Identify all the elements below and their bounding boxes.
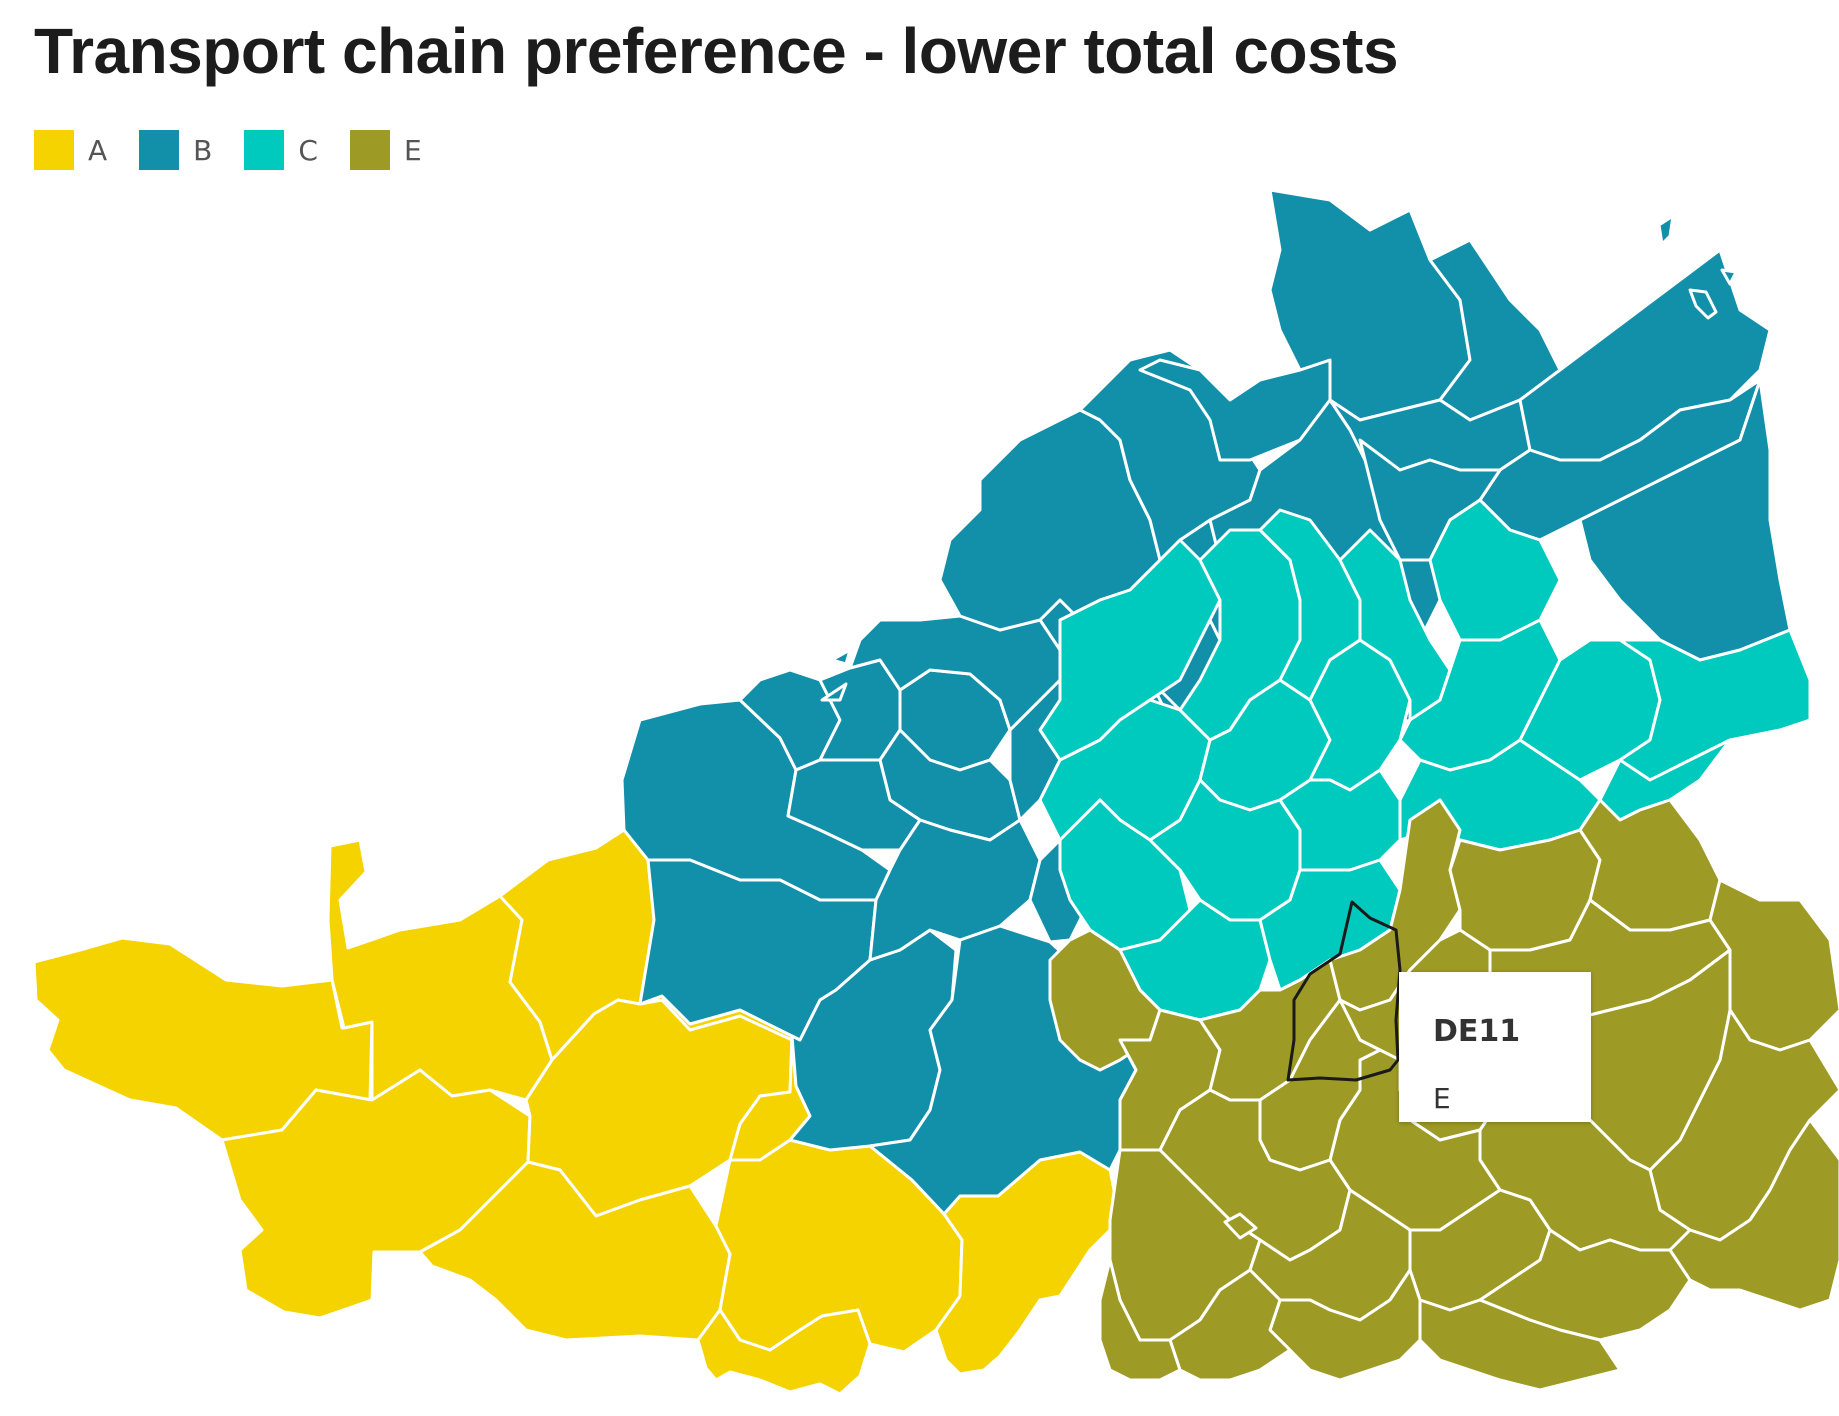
highlighted-region-outline bbox=[1286, 900, 1402, 1082]
legend-swatch-c bbox=[244, 130, 285, 170]
legend-item-b[interactable]: B bbox=[139, 130, 212, 170]
map-region[interactable] bbox=[1168, 1268, 1292, 1382]
map-region[interactable] bbox=[868, 818, 1042, 962]
map-region[interactable] bbox=[1688, 288, 1718, 320]
legend-swatch-e bbox=[349, 130, 390, 170]
legend-label-e: E bbox=[403, 133, 422, 167]
legend-label-c: C bbox=[298, 133, 318, 167]
chart-title: Transport chain preference - lower total… bbox=[34, 15, 1399, 87]
tooltip-region-value: E bbox=[1433, 1082, 1451, 1115]
map-region[interactable] bbox=[1720, 268, 1738, 286]
map-region[interactable] bbox=[820, 682, 848, 702]
map-region[interactable] bbox=[1038, 538, 1222, 762]
map-region[interactable] bbox=[830, 648, 852, 666]
tooltip-region-name: DE11 bbox=[1433, 1014, 1521, 1049]
map-region[interactable] bbox=[1098, 1258, 1182, 1382]
legend-swatch-b bbox=[139, 130, 180, 170]
legend: A B C E bbox=[34, 130, 454, 170]
regions-category-a bbox=[32, 828, 1122, 1396]
map-region[interactable] bbox=[1578, 378, 1792, 662]
map-region[interactable] bbox=[848, 614, 1062, 732]
map-region[interactable] bbox=[696, 1308, 872, 1396]
map-region[interactable] bbox=[1618, 628, 1812, 782]
legend-swatch-a bbox=[34, 130, 74, 170]
legend-item-c[interactable]: C bbox=[244, 130, 318, 170]
map-region[interactable] bbox=[1418, 1298, 1622, 1392]
map-region[interactable] bbox=[1428, 498, 1562, 642]
map-region[interactable] bbox=[1657, 214, 1675, 246]
map-tooltip: DE11 E bbox=[1399, 972, 1591, 1122]
legend-item-e[interactable]: E bbox=[349, 130, 422, 170]
map-region[interactable] bbox=[1668, 1118, 1839, 1312]
map-region[interactable] bbox=[1308, 638, 1412, 792]
legend-label-b: B bbox=[193, 133, 213, 167]
map-region[interactable] bbox=[1223, 1212, 1258, 1240]
regions-category-c bbox=[1038, 498, 1812, 1022]
map-region[interactable] bbox=[1268, 1268, 1422, 1382]
legend-item-a[interactable]: A bbox=[34, 130, 107, 170]
legend-label-a: A bbox=[88, 133, 108, 167]
